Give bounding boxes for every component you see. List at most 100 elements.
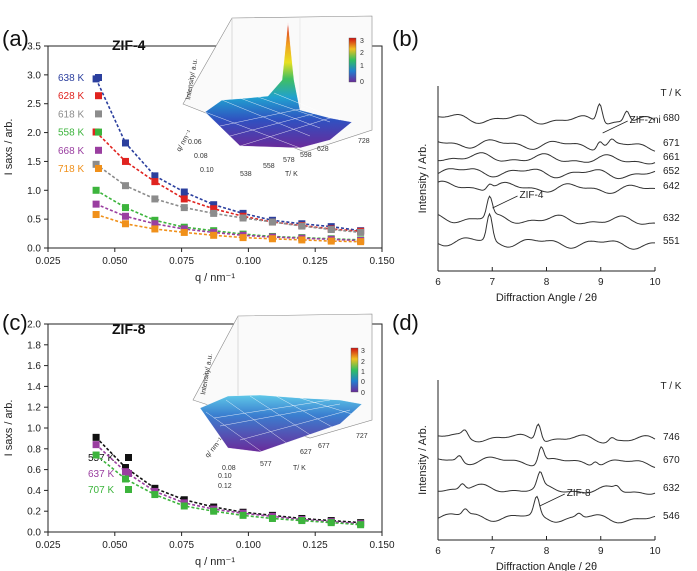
y-tick-label: 0.5 (27, 215, 41, 226)
y-axis-label: I saxs / arb. (3, 400, 15, 457)
trace-temperature-label: 670 (663, 455, 680, 466)
x-tick-label: 0.100 (236, 256, 261, 267)
series-fit-line (95, 436, 361, 524)
x-axis-label: Diffraction Angle / 2θ (496, 561, 597, 571)
data-point (151, 195, 159, 203)
data-point (327, 226, 335, 234)
y-tick-label: 0.0 (27, 244, 41, 255)
y-tick-label: 2.0 (27, 320, 41, 331)
y-axis-label: Intensity / Arb. (417, 144, 429, 214)
data-point (327, 237, 335, 245)
svg-text:598: 598 (300, 152, 312, 159)
data-point (151, 172, 159, 180)
data-point (121, 204, 129, 212)
xrd-trace (437, 180, 656, 194)
data-point (92, 160, 100, 168)
svg-text:0: 0 (360, 79, 364, 86)
data-point (268, 235, 276, 243)
x-axis-label: q / nm⁻¹ (195, 272, 235, 284)
surface-inset-c: 3 2 1 0 0 Intensity/ a.u. q/ nm⁻¹ 0.08 0… (192, 313, 373, 490)
data-point (327, 519, 335, 527)
data-point (92, 451, 100, 459)
x-tick-label: 10 (649, 546, 661, 557)
svg-text:538: 538 (240, 171, 252, 178)
xrd-trace (438, 152, 656, 165)
svg-text:1: 1 (361, 369, 365, 376)
svg-text:628: 628 (317, 146, 329, 153)
colorbar-a (348, 37, 357, 83)
series-fit-line (95, 78, 361, 232)
legend-entry: 637 K (88, 469, 114, 480)
data-point (180, 228, 188, 236)
svg-text:577: 577 (260, 461, 272, 468)
panel-label-c: (c) (2, 310, 28, 335)
legend-entry: 718 K (58, 164, 84, 175)
y-tick-label: 3.5 (27, 42, 41, 53)
y-tick-label: 1.0 (27, 424, 41, 435)
data-point (357, 228, 365, 236)
svg-text:558: 558 (263, 163, 275, 170)
svg-text:727: 727 (356, 433, 368, 440)
xrd-trace (437, 471, 656, 495)
x-tick-label: 0.150 (369, 540, 394, 551)
y-tick-label: 0.6 (27, 465, 41, 476)
annotation-arrow (602, 120, 628, 134)
annotation-label: ZIF-4 (520, 190, 544, 201)
saxs-plot-c: 0.025 0.050 0.075 0.100 0.125 0.1500.00.20.40… (3, 320, 395, 569)
x-tick-label: 10 (649, 277, 661, 288)
svg-text:627: 627 (300, 449, 312, 456)
panel-label-a: (a) (2, 26, 29, 51)
x-axis-label: Diffraction Angle / 2θ (496, 292, 597, 304)
x-tick-label: 0.125 (303, 256, 328, 267)
data-point (357, 521, 365, 529)
legend-entry: 618 K (58, 109, 84, 120)
surface-inset-a: 3 2 1 0 Intensity/ a.u. q/ nm⁻¹ 0.10 0.0… (176, 15, 373, 178)
svg-text:3: 3 (360, 38, 364, 45)
data-point (210, 507, 218, 515)
series-fit-line (95, 203, 361, 242)
x-tick-label: 0.025 (35, 540, 60, 551)
legend-marker (125, 454, 132, 461)
trace-temperature-label: 546 (663, 511, 680, 522)
data-point (121, 464, 129, 472)
svg-text:0: 0 (361, 379, 365, 386)
trace-temperature-label: 652 (663, 166, 680, 177)
x-tick-label: 0.050 (102, 540, 127, 551)
x-tick-label: 0.025 (35, 256, 60, 267)
xrd-trace (437, 103, 656, 125)
trace-temperature-label: 671 (663, 138, 680, 149)
xrd-trace (437, 495, 656, 524)
svg-text:0.06: 0.06 (188, 139, 202, 146)
x-tick-label: 0.075 (169, 256, 194, 267)
data-point (180, 204, 188, 212)
legend-marker (95, 110, 102, 118)
x-tick-label: 8 (544, 277, 550, 288)
trace-temperature-label: 632 (663, 213, 680, 224)
svg-text:0.08: 0.08 (194, 153, 208, 160)
svg-text:0.12: 0.12 (218, 483, 232, 490)
data-point (151, 491, 159, 499)
legend-marker (125, 470, 132, 477)
y-tick-label: 3.0 (27, 70, 41, 81)
data-point (151, 220, 159, 228)
legend-marker (95, 146, 102, 154)
panel-label-b: (b) (392, 26, 419, 51)
svg-text:0.08: 0.08 (222, 465, 236, 472)
y-tick-label: 1.8 (27, 340, 41, 351)
x-tick-label: 7 (489, 277, 495, 288)
xrd-trace (437, 212, 655, 250)
data-point (239, 511, 247, 519)
data-point (151, 178, 159, 186)
x-tick-label: 8 (544, 546, 550, 557)
legend-marker (95, 165, 102, 172)
xrd-trace (437, 168, 656, 180)
data-point (92, 200, 100, 208)
x-tick-label: 6 (435, 277, 441, 288)
xrd-trace (437, 423, 656, 444)
annotation-label: ZIF-8 (567, 488, 591, 499)
legend-marker (95, 74, 102, 81)
data-point (298, 222, 306, 230)
xrd-plot-b: 6 7 8 9 10 Diffraction Angle / 2θ Intensity / … (417, 86, 682, 304)
x-tick-label: 9 (598, 546, 604, 557)
